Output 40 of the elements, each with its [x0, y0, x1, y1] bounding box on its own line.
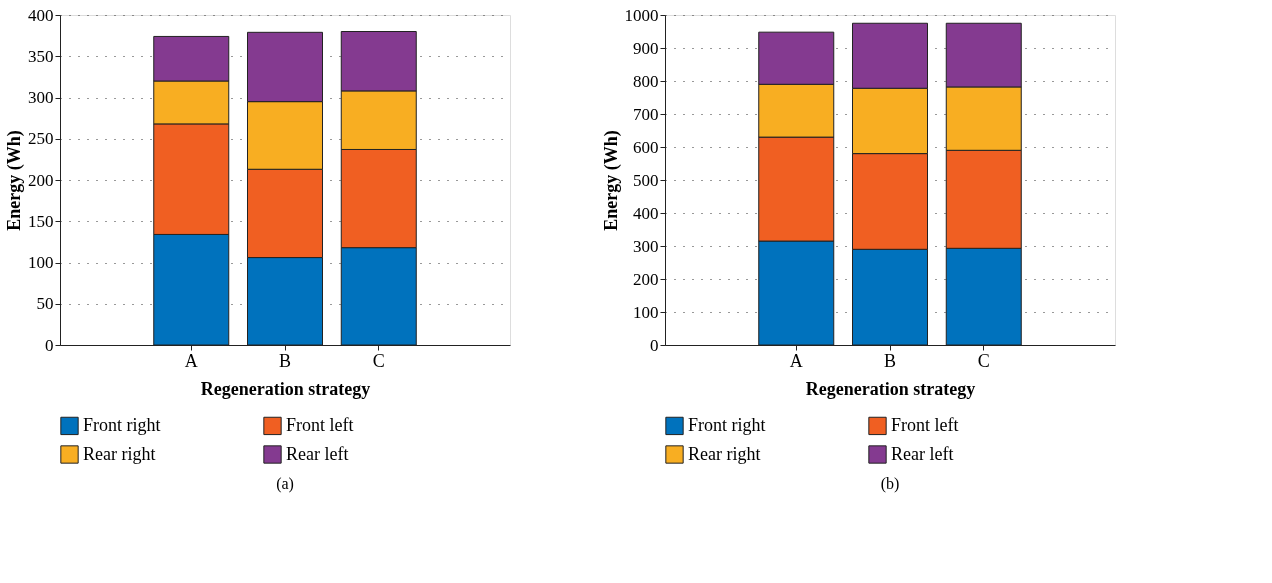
legend-label: Rear left	[286, 443, 349, 464]
y-tick-label: 400	[633, 203, 659, 223]
y-tick-label: 0	[45, 335, 54, 355]
y-tick-label: 1000	[624, 5, 659, 25]
y-tick-label: 300	[28, 88, 54, 107]
y-axis-title: Energy (Wh)	[600, 130, 622, 231]
legend-label: Front left	[286, 414, 354, 435]
y-tick-label: 600	[633, 137, 659, 157]
legend-label: Rear right	[83, 443, 156, 464]
y-tick-label: 300	[633, 236, 659, 256]
x-tick-label: B	[883, 350, 897, 371]
x-axis-title: Regeneration strategy	[805, 378, 976, 399]
y-tick-label: 0	[650, 335, 659, 355]
y-tick-label: 900	[633, 38, 659, 58]
y-tick-label: 100	[28, 253, 54, 272]
y-tick-label: 250	[28, 129, 54, 149]
y-tick-label: 700	[633, 104, 659, 124]
legend-label: Rear left	[891, 443, 954, 464]
x-axis-title: Regeneration strategy	[200, 378, 371, 399]
y-tick-label: 500	[633, 170, 659, 190]
x-tick-label: C	[372, 350, 385, 371]
y-tick-label: 350	[28, 46, 54, 66]
legend-label: Front right	[688, 414, 766, 435]
x-tick-label: A	[184, 350, 198, 371]
x-tick-label: C	[977, 350, 990, 371]
y-tick-label: 800	[633, 71, 659, 91]
y-tick-label: 100	[633, 302, 659, 322]
text: (a)	[276, 475, 294, 493]
legend-label: Front left	[891, 414, 959, 435]
text: (b)	[880, 475, 900, 493]
y-axis-title: Energy (Wh)	[4, 130, 25, 231]
legend-label: Front right	[83, 414, 161, 435]
y-tick-label: 200	[633, 269, 659, 289]
y-tick-label: 200	[28, 170, 54, 190]
x-tick-label: A	[789, 350, 803, 371]
x-tick-label: B	[278, 350, 292, 371]
legend-label: Rear right	[688, 443, 761, 464]
y-tick-label: 50	[36, 294, 54, 314]
y-tick-label: 400	[28, 5, 54, 25]
y-tick-label: 150	[28, 211, 54, 231]
